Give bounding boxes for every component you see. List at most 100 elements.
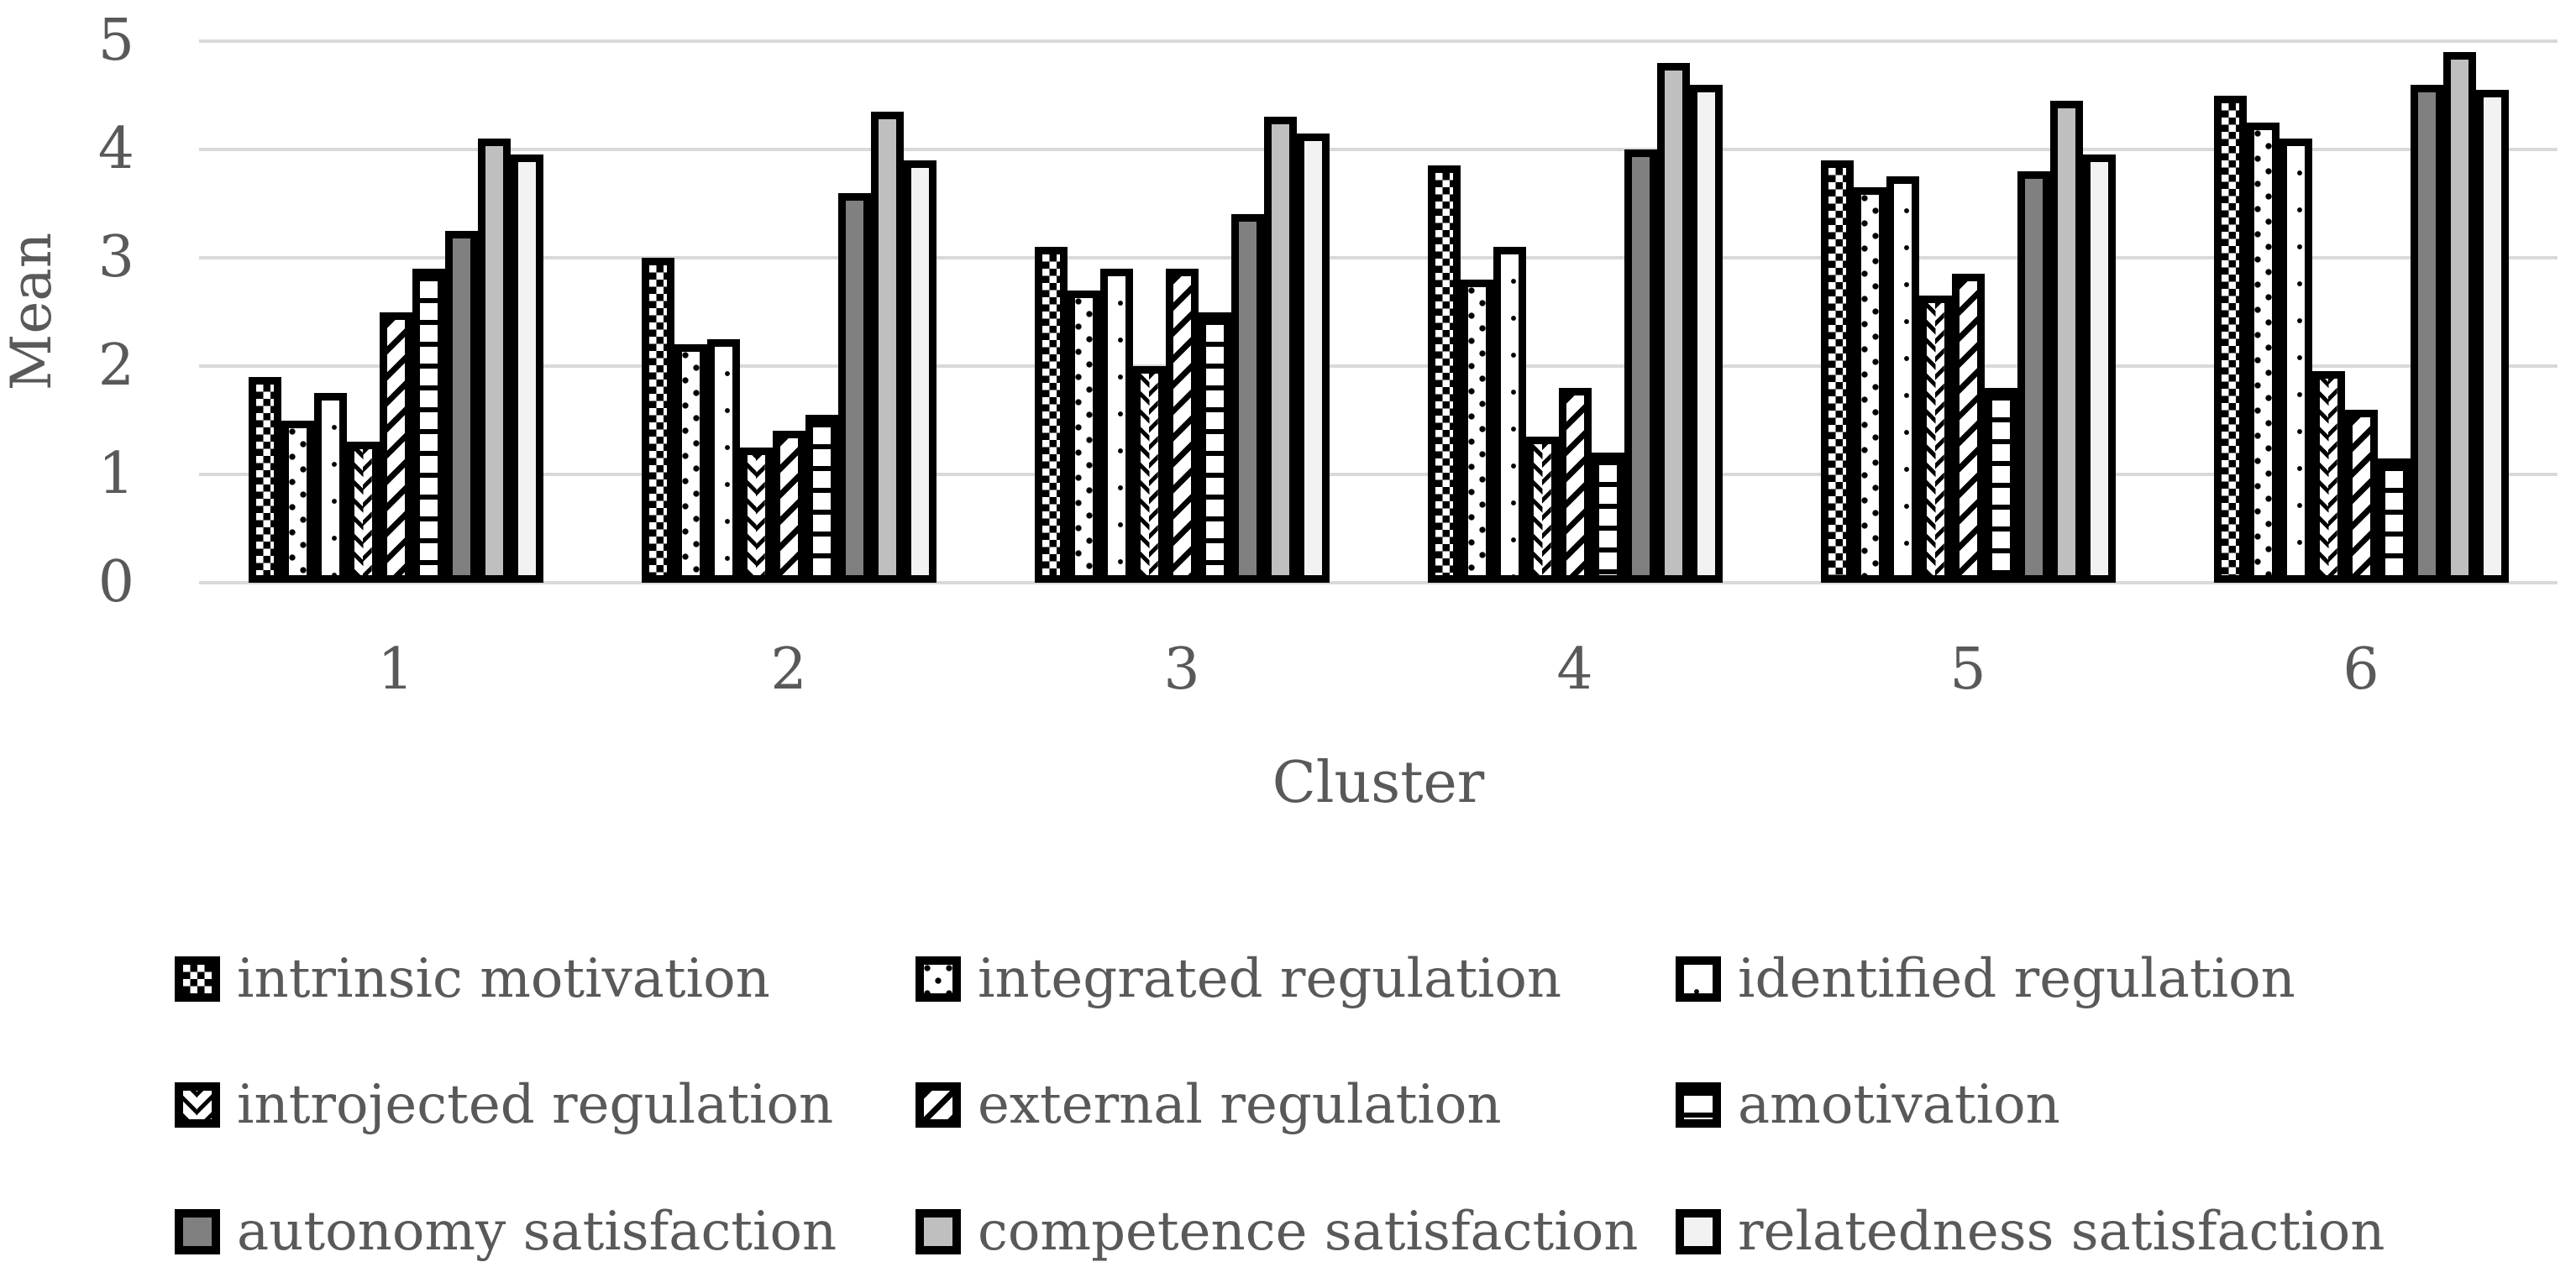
- bar-external-regulation-cluster-2: [772, 431, 805, 583]
- legend-item-relatedness-satisfaction: relatedness satisfaction: [1676, 1201, 2385, 1263]
- bar-competence-satisfaction-cluster-5: [2049, 100, 2083, 583]
- gridline-y-0: [199, 581, 2558, 584]
- bar-external-regulation-cluster-5: [1951, 274, 1985, 583]
- bar-intrinsic-motivation-cluster-2: [641, 258, 674, 583]
- legend-label: amotivation: [1738, 1074, 2060, 1136]
- bar-group-cluster-2: [592, 41, 985, 583]
- bar-introjected-regulation-cluster-5: [1918, 296, 1952, 583]
- bar-integrated-regulation-cluster-1: [281, 420, 314, 583]
- gridline-y-1: [199, 473, 2558, 476]
- legend-label: identified regulation: [1738, 948, 2295, 1010]
- x-axis-tick-labels: 1 2 3 4 5 6: [199, 636, 2558, 703]
- bar-identified-regulation-cluster-6: [2279, 139, 2312, 583]
- legend-item-competence-satisfaction: competence satisfaction: [916, 1201, 1638, 1263]
- legend-label: autonomy satisfaction: [237, 1201, 837, 1263]
- y-tick-label-4: 4: [97, 116, 134, 182]
- bar-autonomy-satisfaction-cluster-2: [837, 192, 871, 583]
- legend-swatch-diag-icon: [916, 1082, 961, 1128]
- x-tick-label-5: 5: [1949, 636, 1986, 703]
- legend-label: introjected regulation: [237, 1074, 834, 1136]
- bar-relatedness-satisfaction-cluster-2: [903, 160, 936, 583]
- legend-item-autonomy-satisfaction: autonomy satisfaction: [175, 1201, 837, 1263]
- bar-group-cluster-1: [199, 41, 592, 583]
- bar-group-cluster-6: [2164, 41, 2558, 583]
- bar-external-regulation-cluster-1: [379, 312, 412, 583]
- bar-integrated-regulation-cluster-4: [1460, 279, 1493, 583]
- y-tick-label-3: 3: [97, 224, 134, 291]
- bar-relatedness-satisfaction-cluster-3: [1296, 133, 1330, 583]
- bar-group-cluster-3: [985, 41, 1378, 583]
- legend-item-intrinsic-motivation: intrinsic motivation: [175, 948, 770, 1010]
- legend-label: competence satisfaction: [978, 1201, 1639, 1263]
- bar-group-cluster-4: [1378, 41, 1771, 583]
- bar-relatedness-satisfaction-cluster-6: [2475, 90, 2509, 583]
- legend-swatch-hstripe-icon: [1676, 1082, 1721, 1128]
- bar-relatedness-satisfaction-cluster-4: [1689, 84, 1723, 583]
- bar-integrated-regulation-cluster-3: [1067, 290, 1100, 583]
- gridline-y-5: [199, 39, 2558, 43]
- legend-swatch-solid-icon: [175, 1209, 220, 1254]
- bar-intrinsic-motivation-cluster-6: [2213, 95, 2247, 583]
- bar-integrated-regulation-cluster-6: [2246, 122, 2280, 583]
- bar-group-cluster-5: [1771, 41, 2164, 583]
- bar-amotivation-cluster-3: [1198, 312, 1231, 583]
- y-tick-label-1: 1: [97, 441, 134, 507]
- bar-relatedness-satisfaction-cluster-5: [2082, 154, 2116, 583]
- gridline-y-3: [199, 256, 2558, 259]
- bar-intrinsic-motivation-cluster-1: [248, 376, 281, 583]
- bar-competence-satisfaction-cluster-4: [1656, 62, 1690, 583]
- x-tick-label-4: 4: [1556, 636, 1593, 703]
- bar-autonomy-satisfaction-cluster-1: [444, 230, 478, 583]
- bar-introjected-regulation-cluster-2: [739, 447, 773, 583]
- bar-introjected-regulation-cluster-6: [2311, 371, 2345, 583]
- bar-competence-satisfaction-cluster-3: [1263, 117, 1297, 583]
- legend-item-identified-regulation: identified regulation: [1676, 948, 2295, 1010]
- bar-competence-satisfaction-cluster-1: [477, 139, 511, 583]
- legend-label: intrinsic motivation: [237, 948, 770, 1010]
- legend-item-introjected-regulation: introjected regulation: [175, 1074, 833, 1136]
- x-tick-label-1: 1: [377, 636, 414, 703]
- plot-area: [199, 39, 2558, 584]
- bar-external-regulation-cluster-4: [1558, 387, 1592, 583]
- legend-label: integrated regulation: [978, 948, 1562, 1010]
- x-tick-label-3: 3: [1163, 636, 1200, 703]
- y-tick-label-0: 0: [97, 549, 134, 615]
- bar-amotivation-cluster-5: [1984, 387, 2017, 583]
- x-tick-label-6: 6: [2343, 636, 2379, 703]
- bar-competence-satisfaction-cluster-6: [2442, 51, 2476, 583]
- bar-identified-regulation-cluster-4: [1493, 247, 1526, 583]
- legend-item-external-regulation: external regulation: [916, 1074, 1502, 1136]
- legend-item-amotivation: amotivation: [1676, 1074, 2060, 1136]
- bar-introjected-regulation-cluster-4: [1525, 436, 1559, 583]
- bar-integrated-regulation-cluster-5: [1853, 187, 1886, 583]
- legend-item-integrated-regulation: integrated regulation: [916, 948, 1561, 1010]
- legend-swatch-sparse-icon: [1676, 956, 1721, 1002]
- legend: intrinsic motivation integrated regulatio…: [0, 932, 2576, 1283]
- bar-identified-regulation-cluster-2: [706, 338, 740, 583]
- legend-swatch-dots-icon: [916, 956, 961, 1002]
- bar-external-regulation-cluster-3: [1165, 268, 1199, 583]
- gridline-y-2: [199, 364, 2558, 368]
- x-tick-label-2: 2: [770, 636, 807, 703]
- bar-identified-regulation-cluster-3: [1099, 268, 1133, 583]
- legend-label: relatedness satisfaction: [1738, 1201, 2385, 1263]
- legend-label: external regulation: [978, 1074, 1502, 1136]
- bar-competence-satisfaction-cluster-2: [870, 111, 904, 583]
- bar-amotivation-cluster-6: [2377, 458, 2411, 583]
- legend-swatch-solid-icon: [916, 1209, 961, 1254]
- bar-integrated-regulation-cluster-2: [674, 344, 707, 583]
- bar-amotivation-cluster-4: [1591, 453, 1624, 583]
- x-axis-title: Cluster: [1272, 750, 1485, 816]
- bar-autonomy-satisfaction-cluster-4: [1624, 149, 1657, 583]
- bar-autonomy-satisfaction-cluster-3: [1230, 214, 1264, 583]
- legend-swatch-chevron-icon: [175, 1082, 220, 1128]
- bar-intrinsic-motivation-cluster-4: [1427, 165, 1461, 583]
- bar-relatedness-satisfaction-cluster-1: [510, 154, 543, 583]
- bar-external-regulation-cluster-6: [2344, 409, 2378, 583]
- bar-introjected-regulation-cluster-1: [346, 442, 380, 583]
- bar-intrinsic-motivation-cluster-5: [1820, 160, 1854, 583]
- bar-groups: [199, 41, 2558, 583]
- bar-autonomy-satisfaction-cluster-6: [2410, 84, 2443, 583]
- legend-swatch-solid-icon: [1676, 1209, 1721, 1254]
